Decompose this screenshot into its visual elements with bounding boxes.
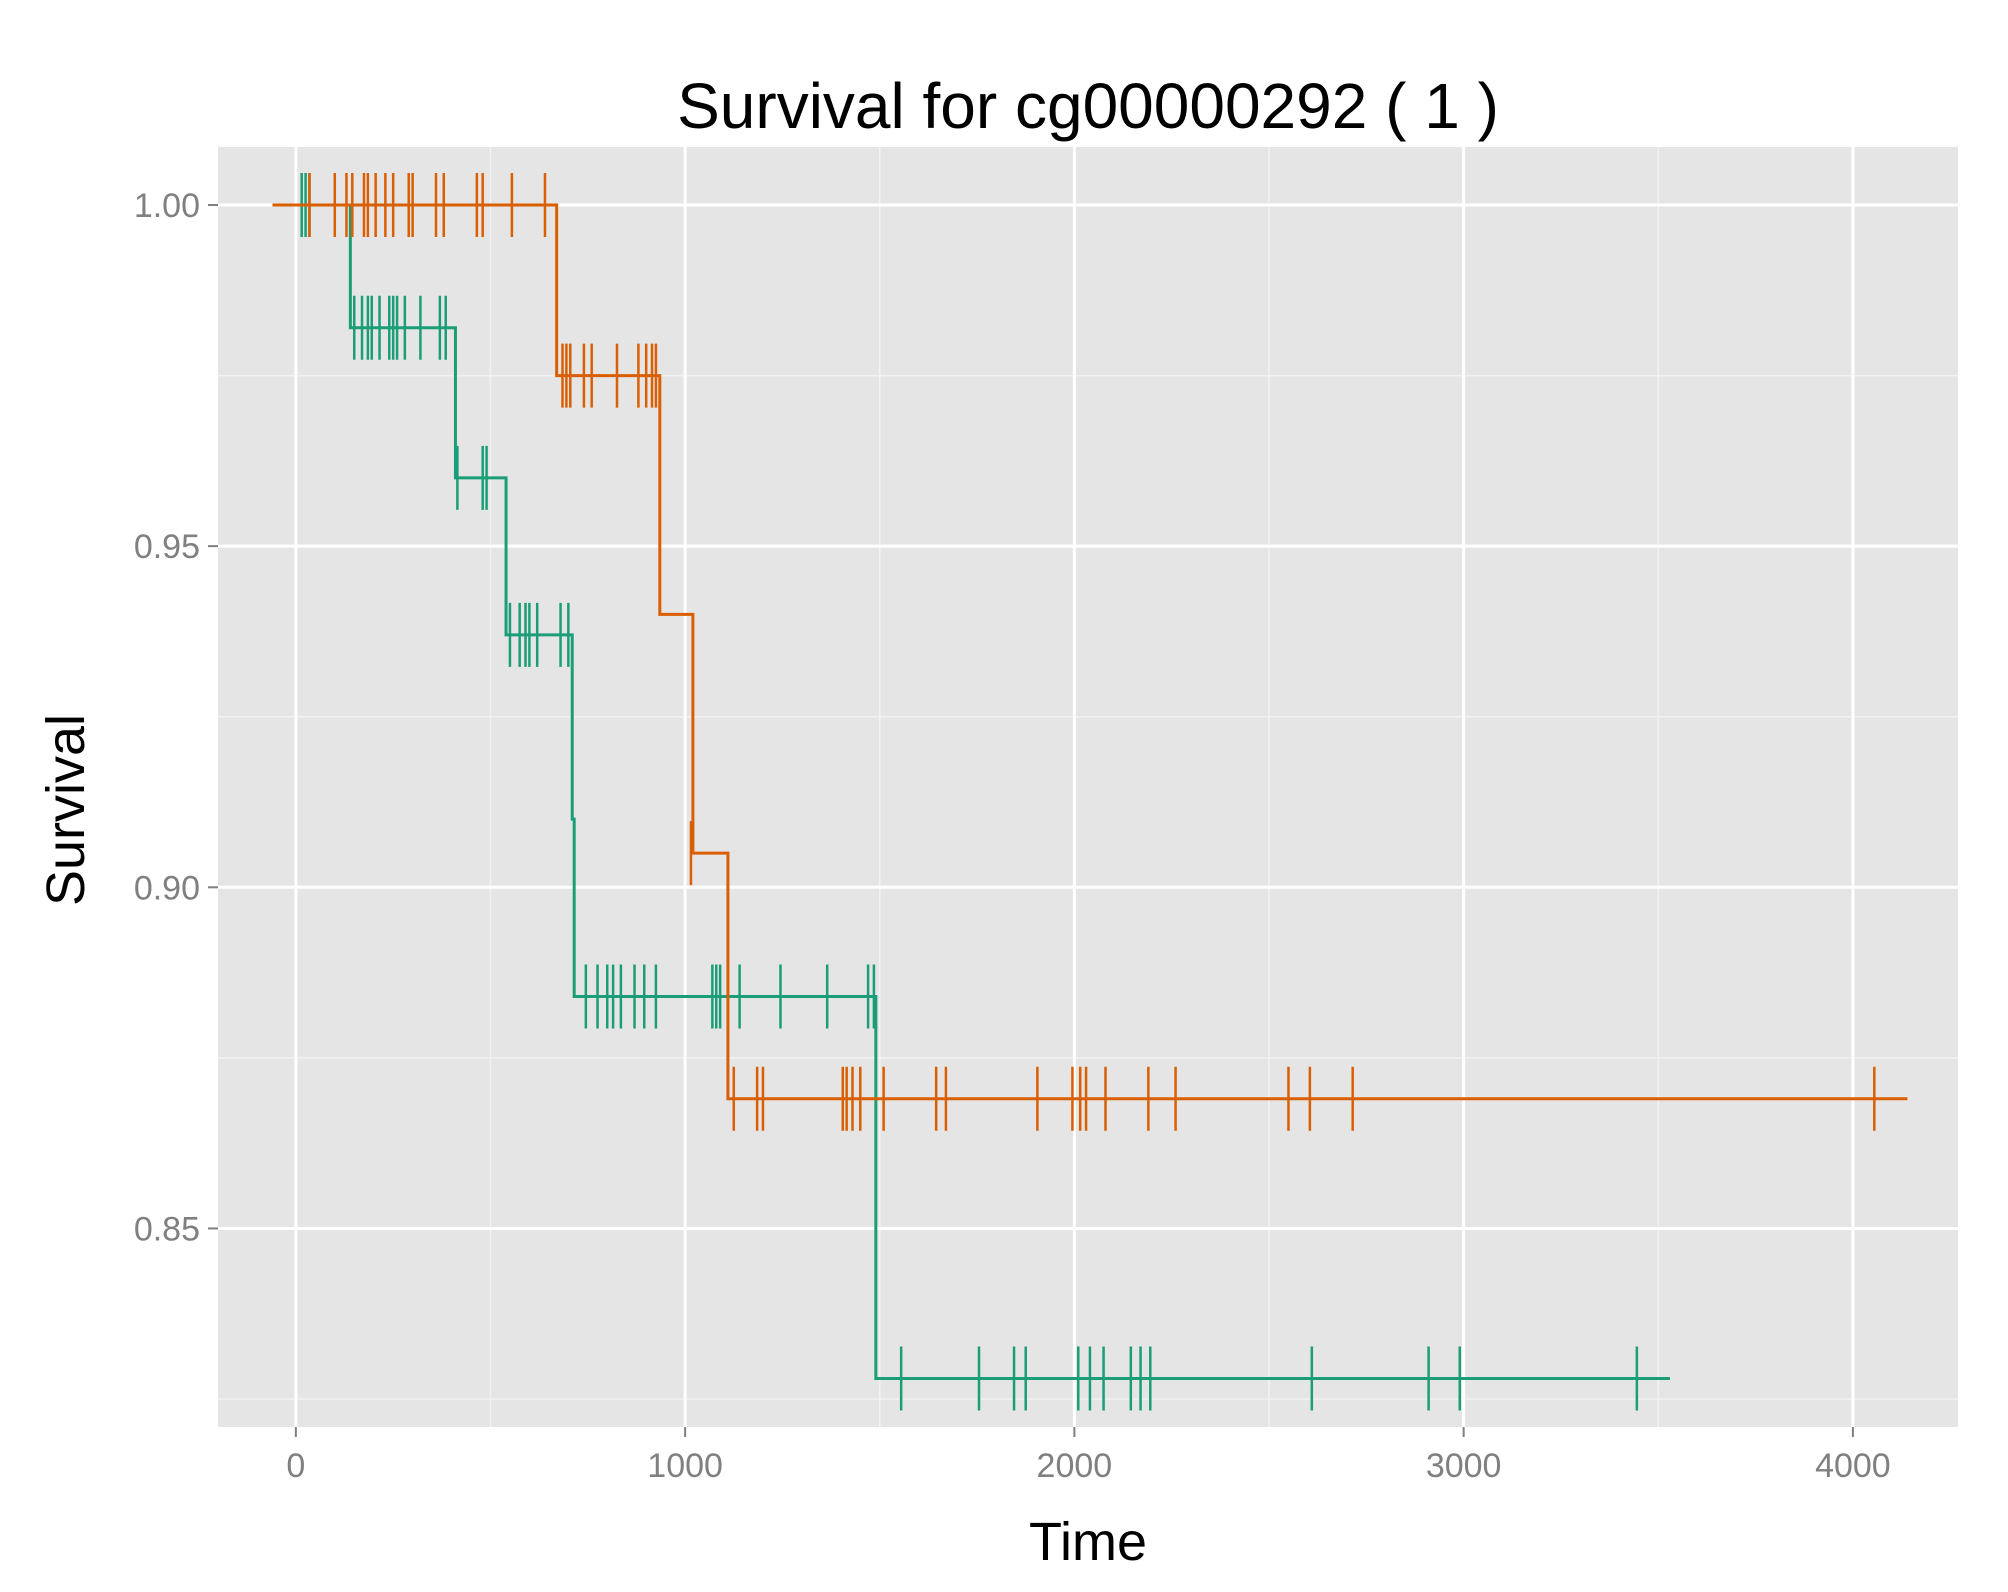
x-tick-label: 2000	[1037, 1447, 1113, 1485]
x-tick-label: 3000	[1426, 1447, 1502, 1485]
x-tick-label: 1000	[647, 1447, 723, 1485]
survival-curve-line	[272, 203, 1908, 1101]
y-tick-label: 0.85	[134, 1210, 200, 1248]
x-axis-title: Time	[1029, 1512, 1147, 1572]
plot-panel	[218, 147, 1958, 1427]
y-axis-title: Survival	[36, 714, 96, 906]
x-tick-label: 4000	[1815, 1447, 1891, 1485]
x-tick-label: 0	[286, 1447, 305, 1485]
survival-series-1	[272, 172, 1670, 1411]
y-tick-label: 0.95	[134, 528, 200, 566]
chart-title: Survival for cg00000292 ( 1 )	[677, 70, 1499, 142]
y-tick-label: 0.90	[134, 869, 200, 907]
survival-series-2	[272, 172, 1908, 1131]
y-tick-label: 1.00	[134, 187, 200, 225]
